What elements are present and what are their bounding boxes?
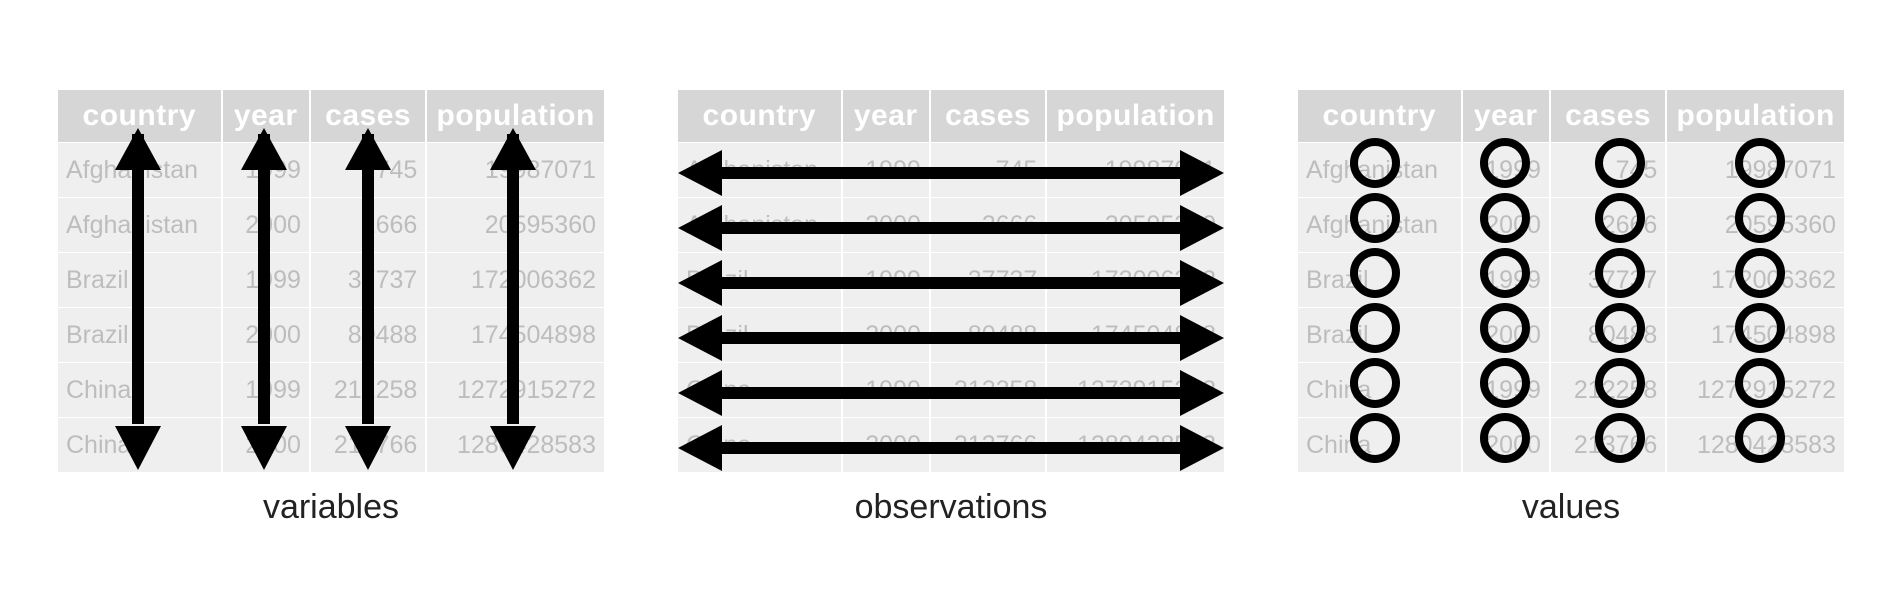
table-cell: 2000 (1462, 197, 1549, 252)
circle-column-population (1735, 138, 1785, 463)
double-arrow-horizontal-row-3 (678, 260, 1224, 306)
double-arrow-horizontal-row-6 (678, 425, 1224, 471)
double-arrow-vertical-population (490, 128, 536, 470)
double-arrow-vertical-cases (345, 128, 391, 470)
column-header: population (1667, 90, 1844, 142)
table-cell: 80488 (1550, 307, 1666, 362)
double-arrow-vertical-country (115, 128, 161, 470)
double-arrow-horizontal-row-1 (678, 150, 1224, 196)
table-cell: China (1298, 417, 1461, 472)
double-arrow-vertical-year (241, 128, 287, 470)
double-arrow-horizontal-row-2 (678, 205, 1224, 251)
caption-variables: variables (262, 488, 400, 526)
tidy-table: country year cases population Afghanista… (56, 90, 606, 472)
column-header: country (1298, 90, 1461, 142)
tidy-table: country year cases population Afghanista… (1296, 90, 1846, 472)
observations-panel: country year cases population Afghanista… (678, 90, 1224, 472)
variables-panel: country year cases population Afghanista… (56, 90, 606, 472)
circle-column-year (1480, 138, 1530, 463)
variables-arrows (115, 128, 536, 470)
table-cell: Afghanistan (1298, 142, 1461, 197)
column-header: cases (930, 90, 1046, 142)
values-circles (1350, 138, 1785, 463)
caption-observations: observations (854, 488, 1048, 526)
column-header: cases (1550, 90, 1666, 142)
table-header-row: country year cases population (1298, 90, 1844, 142)
column-header: country (678, 90, 841, 142)
double-arrow-horizontal-row-4 (678, 315, 1224, 361)
column-header: year (842, 90, 929, 142)
values-panel: country year cases population Afghanista… (1296, 90, 1846, 472)
table-cell: Brazil (1298, 307, 1461, 362)
table-cell: China (1298, 362, 1461, 417)
column-header: population (1047, 90, 1224, 142)
table-header-row: country year cases population (678, 90, 1224, 142)
circle-column-country (1350, 138, 1400, 463)
table-cell: 1272915272 (1667, 362, 1844, 417)
column-header: year (1462, 90, 1549, 142)
circle-column-cases (1595, 138, 1645, 463)
double-arrow-horizontal-row-5 (678, 370, 1224, 416)
column-header: population (427, 90, 604, 142)
observations-arrows (678, 150, 1224, 471)
caption-values: values (1521, 488, 1621, 526)
